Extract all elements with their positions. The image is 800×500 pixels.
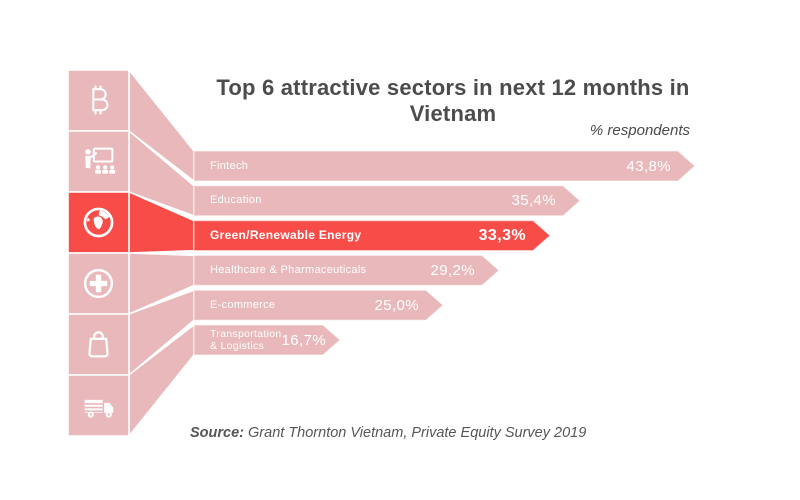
bar-row: Fintech 43,8%: [194, 151, 678, 181]
bar-row: Healthcare & Pharmaceuticals 29,2%: [194, 255, 482, 285]
bar-shape: [193, 324, 341, 356]
bar-row: Education 35,4%: [194, 186, 563, 216]
e-commerce-icon: [68, 314, 129, 375]
bar-label: Fintech: [210, 159, 249, 172]
axis-unit-note: % respondents: [589, 122, 690, 139]
bar-value: 29,2%: [430, 261, 475, 279]
bar-value: 43,8%: [626, 157, 671, 175]
bar-value: 35,4%: [511, 192, 556, 210]
bar-label: Green/Renewable Energy: [210, 227, 362, 242]
bar-row: Transportation & Logistics 16,7%: [194, 325, 326, 355]
bar-shape: [193, 185, 581, 217]
bar-value: 25,0%: [374, 296, 419, 314]
bar-shape: [193, 254, 500, 286]
education-icon: [68, 131, 129, 192]
truck-icon: [68, 375, 129, 436]
bar-label: E-commerce: [210, 298, 276, 311]
bar-value: 16,7%: [281, 331, 327, 349]
bar-value: 33,3%: [478, 226, 526, 244]
page-title: Top 6 attractive sectors in next 12 mont…: [216, 74, 690, 126]
bar-label: Transportation & Logistics: [210, 327, 282, 352]
bar-shape: [193, 150, 696, 182]
bar-row: Green/Renewable Energy 33,3%: [194, 221, 533, 251]
bar-shape: [193, 220, 551, 252]
bar-shape: [193, 289, 444, 321]
source-note: Source: Grant Thornton Vietnam, Private …: [190, 425, 586, 441]
bar-label: Education: [210, 194, 262, 207]
bitcoin-icon: [68, 70, 129, 131]
bar-label: Healthcare & Pharmaceuticals: [210, 264, 367, 277]
healthcare-icon: [68, 253, 129, 314]
source-label: Source:: [190, 425, 244, 441]
source-text: Grant Thornton Vietnam, Private Equity S…: [244, 425, 587, 441]
globe-icon: [68, 192, 129, 253]
bar-row: E-commerce 25,0%: [194, 290, 426, 320]
